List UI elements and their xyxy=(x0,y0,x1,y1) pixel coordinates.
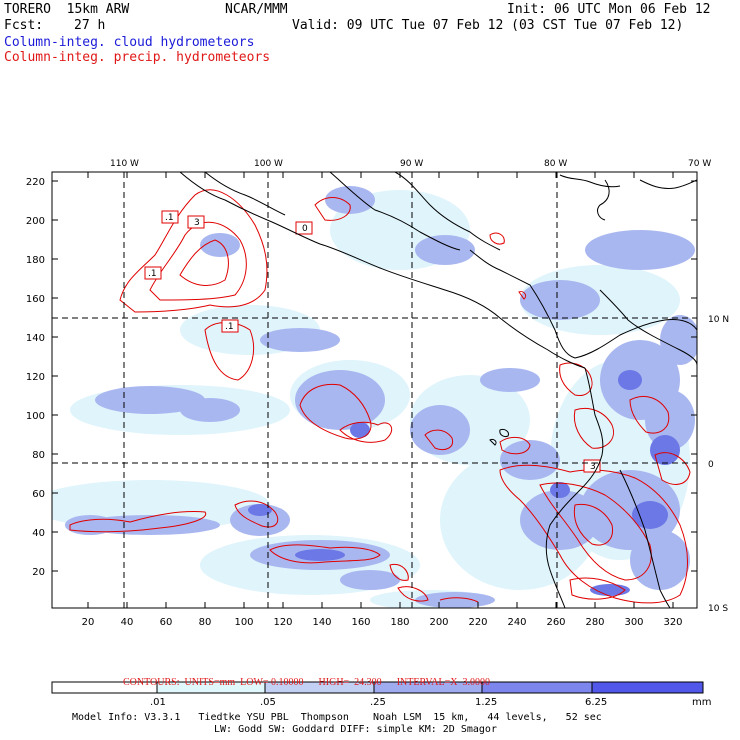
physics-info: LW: Godd SW: Goddard DIFF: simple KM: 2D… xyxy=(214,724,497,735)
x-tick-label: 60 xyxy=(160,617,173,628)
contour-label: .1 xyxy=(165,213,174,223)
plot-frame xyxy=(51,171,698,609)
x-tick-label: 200 xyxy=(429,617,448,628)
colorbar-label: .25 xyxy=(370,697,386,708)
model-info: Model Info: V3.3.1 Tiedtke YSU PBL Thomp… xyxy=(72,712,602,723)
contours-units: CONTOURS: UNITS=mm LOW= 0.10000 xyxy=(123,677,304,688)
forecast-label: Fcst: xyxy=(4,18,44,33)
y-tick-label: 60 xyxy=(32,489,45,500)
y-tick-label: 80 xyxy=(32,450,45,461)
colorbar xyxy=(51,681,704,694)
contours-info: CONTOURS: UNITS=mm LOW= 0.10000 HIGH= 24… xyxy=(118,666,490,688)
lon-label: 100 W xyxy=(254,159,283,169)
grid-x-labels: 20 40 60 80 100 120 140 160 180 200 220 … xyxy=(82,617,683,628)
colorbar-swatch xyxy=(374,682,482,693)
colorbar-label: .05 xyxy=(260,697,276,708)
x-tick-label: 220 xyxy=(468,617,487,628)
x-tick-label: 160 xyxy=(351,617,370,628)
lat-label: 10 N xyxy=(708,315,729,325)
precip-hydrometeor-contours xyxy=(69,189,691,604)
x-tick-label: 300 xyxy=(624,617,643,628)
contour-label: .1 xyxy=(225,322,234,332)
axis-ticks xyxy=(52,172,697,608)
contours-high: HIGH= 24.300 xyxy=(318,677,382,688)
lon-label: 110 W xyxy=(110,159,139,169)
lon-label: 70 W xyxy=(688,159,711,169)
x-tick-label: 240 xyxy=(507,617,526,628)
coastline xyxy=(179,172,697,608)
y-tick-label: 100 xyxy=(26,411,45,422)
y-tick-label: 20 xyxy=(32,567,45,578)
y-tick-label: 40 xyxy=(32,528,45,539)
latitude-labels: 10 N 0 10 S xyxy=(708,315,729,614)
model-title: TORERO 15km ARW xyxy=(4,2,130,17)
lat-label: 0 xyxy=(708,460,714,470)
cloud-hydrometeor-field xyxy=(52,186,697,608)
x-tick-label: 140 xyxy=(312,617,331,628)
colorbar-unit: mm xyxy=(692,697,712,708)
contour-label: 3 xyxy=(590,462,596,472)
lon-label: 90 W xyxy=(400,159,423,169)
contour-label: 0 xyxy=(302,224,308,234)
forecast-hours: 27 h xyxy=(74,18,106,33)
colorbar-swatch xyxy=(265,682,374,693)
contour-label: 3 xyxy=(194,218,200,228)
x-tick-label: 260 xyxy=(546,617,565,628)
y-tick-label: 200 xyxy=(26,216,45,227)
x-tick-label: 40 xyxy=(121,617,134,628)
x-tick-label: 320 xyxy=(663,617,682,628)
y-tick-label: 160 xyxy=(26,294,45,305)
x-tick-label: 180 xyxy=(390,617,409,628)
x-tick-label: 80 xyxy=(199,617,212,628)
y-tick-label: 120 xyxy=(26,372,45,383)
colorbar-swatch xyxy=(157,682,265,693)
x-tick-label: 20 xyxy=(82,617,95,628)
contours-interval: INTERVAL=X 3.0000 xyxy=(396,677,490,688)
lat-label: 10 S xyxy=(708,604,728,614)
contour-label: .1 xyxy=(148,269,157,279)
valid-time: Valid: 09 UTC Tue 07 Feb 12 (03 CST Tue … xyxy=(292,18,684,33)
colorbar-frame xyxy=(51,681,704,694)
colorbar-label: .01 xyxy=(150,697,166,708)
lat-lon-grid xyxy=(52,172,697,608)
colorbar-label: 1.25 xyxy=(475,697,498,708)
y-tick-label: 220 xyxy=(26,177,45,188)
lon-label: 80 W xyxy=(544,159,567,169)
colorbar-label: 6.25 xyxy=(585,697,608,708)
cloud-field-label: Column-integ. cloud hydrometeors xyxy=(4,35,255,50)
y-tick-label: 140 xyxy=(26,333,45,344)
colorbar-swatch xyxy=(592,682,703,693)
colorbar-swatch xyxy=(482,682,592,693)
grid-y-labels: 220 200 180 160 140 120 100 80 60 40 20 xyxy=(26,177,45,578)
init-time: Init: 06 UTC Mon 06 Feb 12 xyxy=(507,2,711,17)
center-name: NCAR/MMM xyxy=(225,2,288,17)
x-tick-label: 100 xyxy=(234,617,253,628)
x-tick-label: 120 xyxy=(273,617,292,628)
colorbar-swatch xyxy=(52,682,157,693)
x-tick-label: 280 xyxy=(585,617,604,628)
longitude-labels: 110 W 100 W 90 W 80 W 70 W xyxy=(110,159,711,169)
y-tick-label: 180 xyxy=(26,255,45,266)
precip-field-label: Column-integ. precip. hydrometeors xyxy=(4,50,271,65)
